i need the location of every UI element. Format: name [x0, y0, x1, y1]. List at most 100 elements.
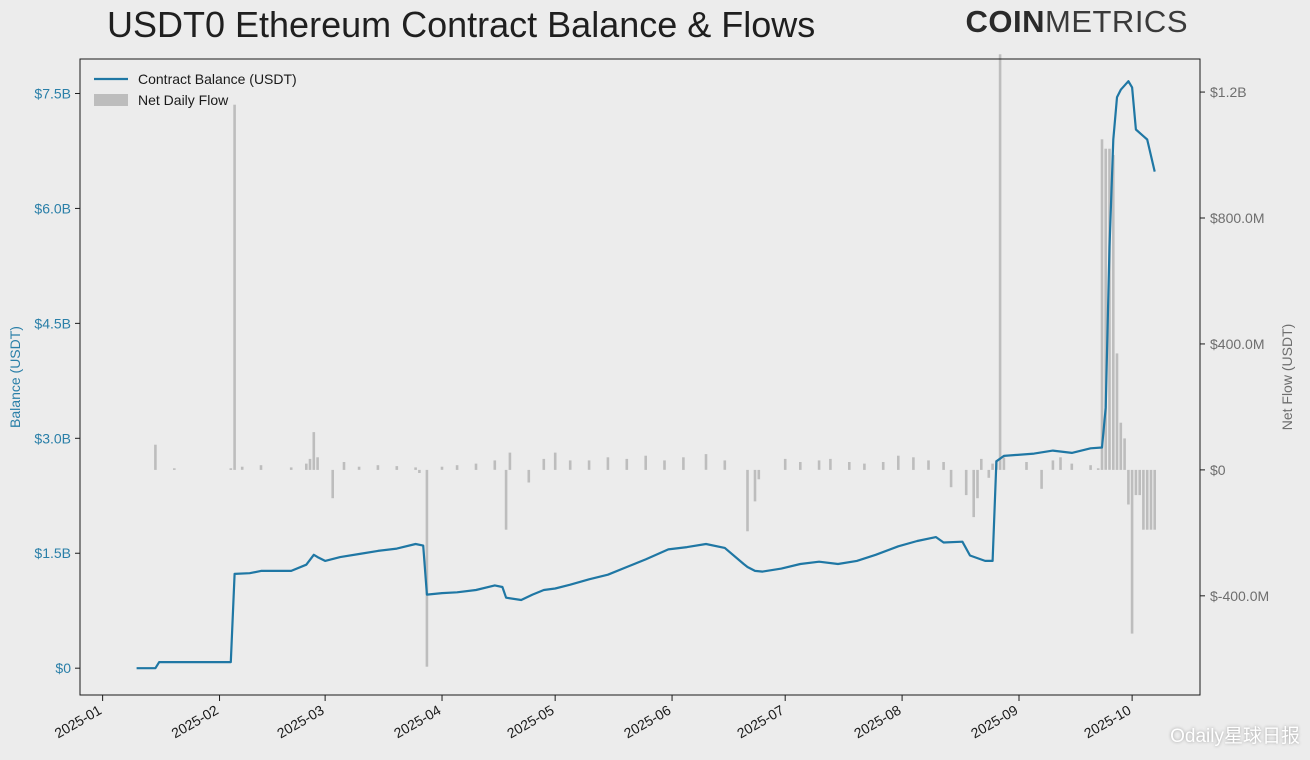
x-tick-label: 2025-01: [52, 702, 105, 742]
flow-bar: [414, 467, 417, 470]
left-tick-label: $3.0B: [34, 430, 71, 446]
logo-light-text: METRICS: [1045, 4, 1188, 39]
flow-bar: [305, 463, 308, 470]
flow-bar: [1104, 148, 1107, 470]
flow-bar: [881, 462, 885, 470]
flow-bar: [289, 467, 293, 470]
flow-bar: [783, 458, 787, 470]
flow-bar: [308, 458, 312, 470]
flow-bar: [753, 469, 757, 502]
flow-bar: [240, 466, 244, 470]
flow-bar: [425, 469, 429, 667]
flow-bar: [1112, 155, 1115, 470]
legend-label-balance: Contract Balance (USDT): [138, 71, 297, 87]
flow-bar: [625, 458, 629, 470]
x-tick-label: 2025-06: [621, 702, 674, 742]
flow-bar: [897, 455, 900, 470]
flow-bar: [493, 460, 497, 470]
flow-bar: [455, 465, 459, 470]
flow-bar: [848, 462, 851, 470]
flow-bar: [418, 469, 421, 473]
flow-bar: [829, 458, 832, 470]
flow-bar: [972, 469, 975, 518]
flow-bar: [723, 460, 727, 470]
right-tick-label: $800.0M: [1210, 210, 1264, 226]
flow-bar: [1089, 465, 1092, 470]
flow-bar: [376, 465, 380, 470]
right-tick-label: $0: [1210, 462, 1226, 478]
flow-bar: [1108, 148, 1111, 470]
x-tick-label: 2025-07: [734, 702, 787, 742]
flow-bar: [474, 463, 478, 470]
flow-bar: [998, 54, 1002, 470]
left-tick-label: $7.5B: [34, 85, 71, 101]
flow-bar: [1119, 422, 1123, 470]
x-tick-label: 2025-10: [1081, 702, 1134, 742]
flow-bar: [1051, 460, 1055, 470]
chart-title: USDT0 Ethereum Contract Balance & Flows: [107, 4, 816, 45]
flow-bar: [1149, 469, 1153, 530]
flow-bar: [508, 452, 512, 470]
flow-bar: [357, 466, 361, 470]
flow-bar: [154, 444, 157, 470]
flow-bar: [606, 457, 610, 470]
left-tick-label: $1.5B: [34, 545, 71, 561]
right-tick-label: $-400.0M: [1210, 588, 1269, 604]
flow-bar: [1070, 463, 1074, 470]
flow-bar: [912, 457, 915, 470]
legend-label-flow: Net Daily Flow: [138, 92, 229, 108]
flow-bar: [964, 469, 968, 496]
flow-bar: [644, 455, 647, 470]
left-tick-label: $6.0B: [34, 200, 71, 216]
flow-bar: [942, 462, 945, 470]
flow-bar: [976, 469, 979, 499]
flow-bar: [1025, 462, 1028, 470]
flow-bar: [980, 458, 983, 470]
flow-bar: [663, 460, 666, 470]
plot-frame: [79, 58, 1201, 696]
flow-bar: [799, 462, 802, 470]
flow-bar: [312, 432, 316, 470]
flow-bar: [1145, 469, 1149, 530]
flow-bar: [233, 104, 236, 470]
flow-bar: [331, 469, 334, 499]
flow-bar: [568, 460, 572, 470]
flow-bar: [440, 466, 444, 470]
flow-bar: [991, 463, 994, 470]
flow-bar: [1059, 457, 1062, 470]
flow-bar: [259, 465, 263, 470]
flow-bar: [587, 460, 591, 470]
flow-bar: [553, 452, 557, 470]
watermark-text: Odaily星球日报: [1170, 726, 1300, 747]
flow-bar: [504, 469, 508, 530]
flow-bar: [1115, 353, 1119, 470]
right-tick-label: $400.0M: [1210, 336, 1264, 352]
x-tick-label: 2025-08: [851, 702, 904, 742]
flow-bar: [1153, 469, 1156, 530]
balance-line: [136, 80, 1156, 670]
flow-bar: [1100, 139, 1104, 470]
flow-bar: [1096, 468, 1100, 470]
right-axis: $-400.0M $0 $400.0M $800.0M $1.2B: [1200, 84, 1269, 604]
x-axis: 2025-01 2025-02 2025-03 2025-04 2025-05 2025-…: [52, 695, 1134, 741]
coinmetrics-logo: COINMETRICS: [966, 4, 1189, 40]
left-tick-label: $4.5B: [34, 315, 71, 331]
flow-bar: [395, 466, 399, 470]
legend: Contract Balance (USDT) Net Daily Flow: [94, 71, 297, 108]
flow-bar: [173, 468, 176, 470]
flow-bar: [682, 457, 685, 470]
flow-bar: [316, 457, 319, 470]
flow-bar: [949, 469, 953, 488]
flow-bar: [542, 458, 546, 470]
flow-bar: [757, 469, 761, 480]
right-tick-label: $1.2B: [1210, 84, 1247, 100]
flow-bar: [704, 454, 708, 470]
flow-bar: [1123, 438, 1126, 470]
flow-bar: [927, 460, 930, 470]
x-tick-label: 2025-09: [968, 702, 1021, 742]
flow-bar: [1002, 457, 1006, 470]
logo-bold-text: COIN: [965, 4, 1045, 39]
flow-bar: [1142, 469, 1145, 530]
flow-bar: [342, 462, 346, 470]
